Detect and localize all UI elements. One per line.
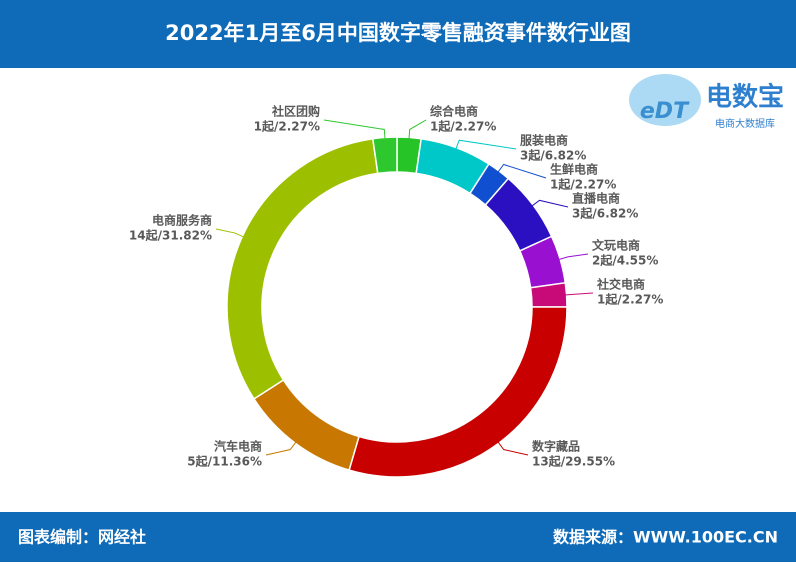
value-label: 1起/2.27% — [550, 177, 616, 192]
logo: eDT 电数宝 电商大数据库 — [629, 74, 784, 130]
leader-line — [408, 119, 427, 146]
value-label: 14起/31.82% — [129, 228, 212, 243]
footer-right: 数据来源：WWW.100EC.CN — [553, 528, 778, 547]
donut-segment — [371, 136, 398, 175]
leader-line — [265, 436, 301, 456]
category-label: 数字藏品 — [532, 439, 580, 454]
category-label: 直播电商 — [572, 191, 620, 206]
leader-line — [323, 119, 386, 146]
category-label: 生鲜电商 — [550, 162, 598, 177]
leader-line — [453, 139, 517, 156]
category-label: 综合电商 — [430, 104, 478, 119]
category-label: 社区团购 — [271, 104, 320, 119]
category-label: 服装电商 — [520, 133, 568, 148]
chart-title: 2022年1月至6月中国数字零售融资事件数行业图 — [165, 21, 631, 45]
logo-cloud — [629, 74, 701, 126]
logo-tagline: 电商大数据库 — [715, 117, 775, 130]
header-bar — [0, 0, 796, 68]
value-label: 1起/2.27% — [254, 119, 320, 134]
value-label: 2起/4.55% — [592, 253, 658, 268]
value-label: 3起/6.82% — [572, 206, 638, 221]
value-label: 1起/2.27% — [430, 119, 496, 134]
leader-line — [493, 436, 529, 456]
value-label: 1起/2.27% — [597, 292, 663, 307]
logo-mark: eDT — [640, 99, 690, 124]
category-label: 电商服务商 — [152, 213, 212, 228]
leader-line — [526, 199, 569, 211]
category-label: 社交电商 — [596, 277, 645, 292]
footer-bar — [0, 512, 796, 562]
leader-line — [552, 253, 589, 262]
value-label: 13起/29.55% — [532, 454, 615, 469]
leader-line — [215, 228, 250, 241]
value-label: 3起/6.82% — [520, 148, 586, 163]
logo-brand: 电数宝 — [706, 82, 784, 113]
footer-left: 图表编制：网经社 — [18, 528, 146, 547]
leader-line — [493, 163, 547, 179]
value-label: 5起/11.36% — [187, 454, 262, 469]
category-label: 汽车电商 — [214, 439, 262, 454]
category-label: 文玩电商 — [592, 238, 640, 253]
leader-line — [558, 292, 594, 296]
